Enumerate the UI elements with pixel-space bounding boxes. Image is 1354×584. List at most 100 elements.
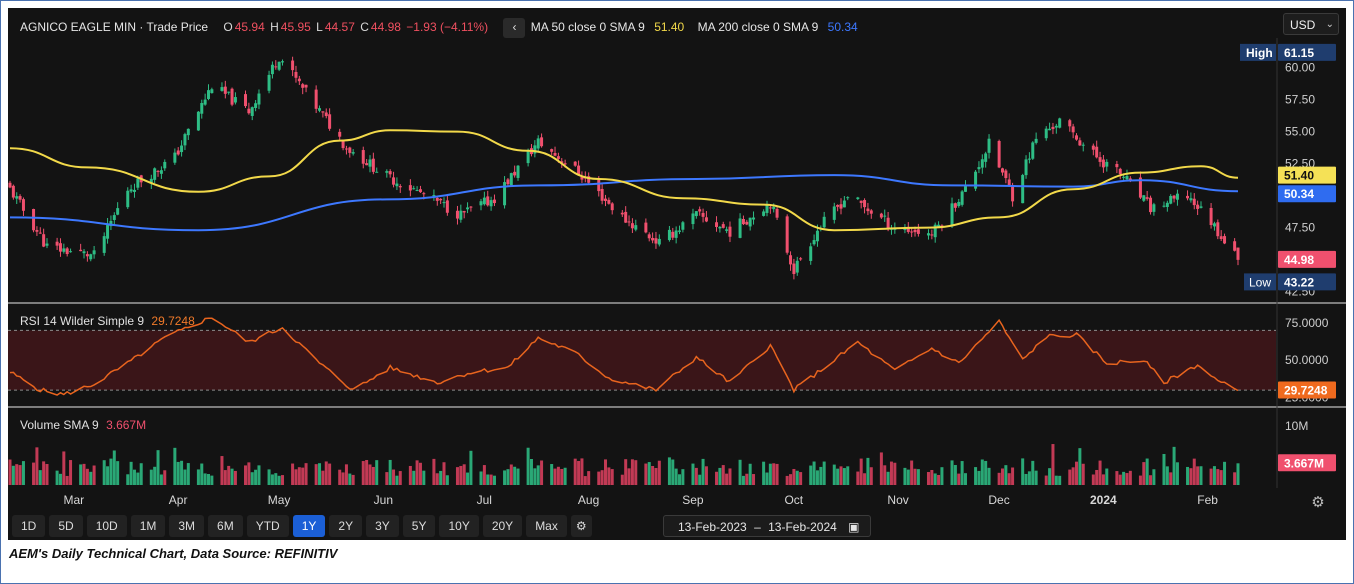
candle xyxy=(102,236,106,253)
range-1d[interactable]: 1D xyxy=(12,515,46,537)
gear-icon[interactable]: ⚙ xyxy=(570,515,592,537)
range-3m[interactable]: 3M xyxy=(169,515,205,537)
volume-bar xyxy=(889,461,893,485)
volume-bar xyxy=(654,468,658,485)
figure-caption: AEM's Daily Technical Chart, Data Source… xyxy=(9,546,338,561)
candle xyxy=(1118,168,1122,175)
candle xyxy=(116,208,120,215)
volume-bar xyxy=(1199,466,1203,485)
candle xyxy=(765,204,769,213)
high-value-badge-bg xyxy=(1278,43,1336,61)
volume-bar xyxy=(1007,473,1011,485)
range-3y[interactable]: 3Y xyxy=(366,515,399,537)
candle xyxy=(987,138,991,153)
date-range-picker[interactable]: 13-Feb-2023 – 13-Feb-2024 ▣ xyxy=(663,515,871,537)
range-5y[interactable]: 5Y xyxy=(402,515,436,537)
ma200-badge-bg xyxy=(1278,185,1336,203)
volume-bar xyxy=(1223,461,1227,485)
volume-bar xyxy=(277,475,281,485)
range-ytd[interactable]: YTD xyxy=(246,515,289,537)
currency-select[interactable]: USD ⌄ xyxy=(1283,13,1339,35)
candle xyxy=(503,182,507,206)
volume-bar xyxy=(442,462,446,485)
volume-bar xyxy=(1024,473,1028,485)
volume-bar xyxy=(846,466,850,485)
candle xyxy=(153,168,157,180)
gear-icon[interactable]: ⚙ xyxy=(1311,494,1325,511)
range-2y[interactable]: 2Y xyxy=(329,515,363,537)
candle xyxy=(960,191,964,205)
candle xyxy=(715,222,719,227)
volume-bar xyxy=(233,470,237,485)
candle xyxy=(1044,128,1048,139)
volume-bar xyxy=(106,466,110,485)
candle xyxy=(314,89,318,109)
volume-bar xyxy=(583,476,587,485)
candle xyxy=(1048,128,1052,131)
range-1y[interactable]: 1Y xyxy=(292,515,326,537)
candle xyxy=(701,212,705,217)
high-key: H xyxy=(270,20,279,35)
ma50-badge-bg xyxy=(1278,166,1336,184)
volume-bar xyxy=(513,466,517,485)
rsi-badge: 29.7248 xyxy=(1284,383,1328,397)
volume-bar xyxy=(1128,470,1132,485)
candle xyxy=(597,179,601,192)
volume-tick-label: 10M xyxy=(1285,419,1308,433)
candle xyxy=(1169,195,1173,204)
volume-bar xyxy=(250,472,254,485)
volume-bar xyxy=(718,467,722,485)
range-max[interactable]: Max xyxy=(526,515,567,537)
volume-bar xyxy=(129,461,133,485)
candle xyxy=(35,229,39,232)
date-separator: – xyxy=(754,520,761,534)
candle xyxy=(1149,197,1153,213)
candle xyxy=(479,201,483,206)
volume-label: Volume SMA 9 xyxy=(20,418,99,432)
candle xyxy=(1007,179,1011,187)
volume-bar xyxy=(1209,468,1213,485)
candle xyxy=(654,238,658,244)
ma200-value: 50.34 xyxy=(827,20,858,35)
candle xyxy=(997,140,1001,168)
range-10d[interactable]: 10D xyxy=(86,515,127,537)
candle xyxy=(338,131,342,137)
range-1m[interactable]: 1M xyxy=(130,515,166,537)
volume-bar xyxy=(435,473,439,485)
candle xyxy=(89,254,93,260)
range-5d[interactable]: 5D xyxy=(49,515,83,537)
volume-bar xyxy=(439,470,443,485)
range-10y[interactable]: 10Y xyxy=(439,515,479,537)
volume-bar xyxy=(651,465,655,485)
last-price-badge: 44.98 xyxy=(1284,253,1314,267)
volume-bar xyxy=(610,469,614,485)
volume-bar xyxy=(1058,475,1062,485)
low-value: 44.57 xyxy=(324,20,355,35)
candle xyxy=(785,216,789,253)
range-20y[interactable]: 20Y xyxy=(482,515,523,537)
volume-bar xyxy=(180,460,184,485)
chevron-left-icon[interactable]: ‹ xyxy=(503,18,526,38)
volume-bar xyxy=(1142,462,1146,485)
volume-badge: 3.667M xyxy=(1284,456,1324,470)
x-tick-label: Aug xyxy=(578,493,599,507)
candle xyxy=(274,66,278,68)
volume-bar xyxy=(701,458,705,485)
volume-bar xyxy=(681,469,685,485)
candle xyxy=(859,200,863,203)
candle xyxy=(220,87,224,91)
volume-bar xyxy=(984,460,988,485)
volume-bar xyxy=(903,467,907,485)
volume-bar xyxy=(836,468,840,485)
candle xyxy=(388,171,392,175)
candle xyxy=(1189,198,1193,201)
ma50-value: 51.40 xyxy=(654,20,685,35)
volume-bar xyxy=(698,474,702,485)
candle xyxy=(230,88,234,105)
candle xyxy=(304,84,308,88)
range-6m[interactable]: 6M xyxy=(208,515,243,537)
candle xyxy=(129,189,133,192)
volume-bar xyxy=(351,474,355,485)
x-tick-label: Oct xyxy=(784,493,803,507)
volume-bar xyxy=(795,470,799,485)
